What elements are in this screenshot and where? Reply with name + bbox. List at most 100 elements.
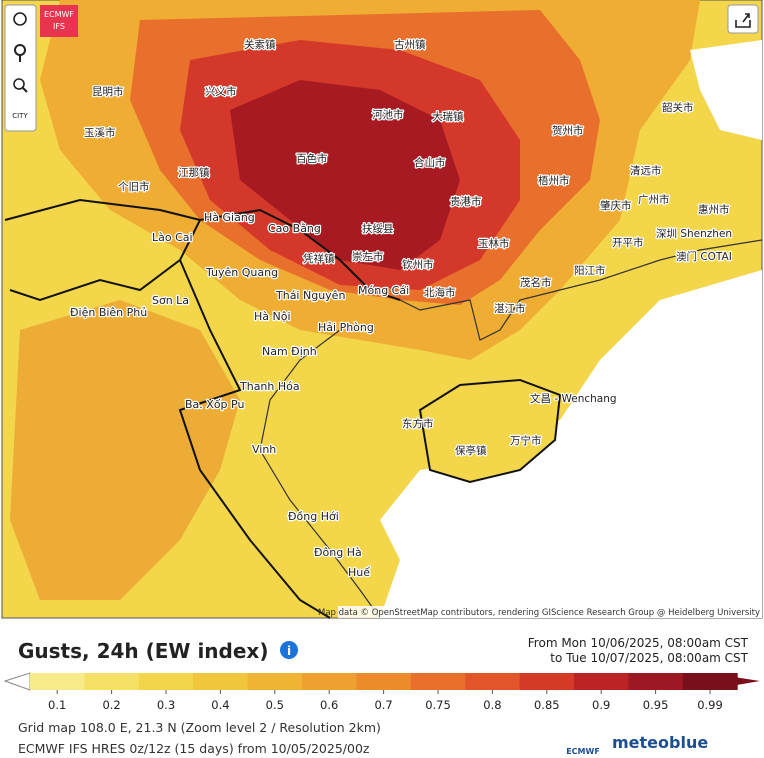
blank-area: [690, 40, 762, 140]
colorbar-segment: [410, 673, 466, 690]
place-label: 深圳 Shenzhen: [656, 228, 732, 240]
place-label: 玉溪市: [84, 126, 116, 139]
place-label: 清远市: [630, 164, 662, 177]
colorbar-segment: [193, 673, 249, 690]
place-label: 北海市: [424, 286, 456, 299]
borders: [4, 198, 401, 619]
colorbar-segment: [247, 673, 303, 690]
place-label: 玉林市: [478, 237, 510, 250]
place-label: Hà Nội: [254, 310, 291, 323]
info-icon: i: [287, 644, 291, 658]
place-label: Đồng Hới: [288, 510, 339, 523]
place-label: Điện Biên Phủ: [70, 306, 147, 319]
city-button[interactable]: CITY: [12, 112, 28, 120]
place-label: Thái Nguyên: [275, 289, 345, 302]
colorbar-tick-label: 0.6: [320, 698, 338, 712]
place-label: Vinh: [252, 443, 276, 456]
place-label: 广州市: [638, 193, 670, 206]
place-label: 江那镇: [178, 166, 210, 179]
place-label: Đông Hà: [314, 546, 362, 559]
place-label: 百色市: [296, 152, 328, 165]
place-label: 昆明市: [92, 85, 124, 98]
place-label: Móng Cái: [358, 284, 409, 297]
place-label: 东方市: [402, 417, 434, 430]
place-label: Tuyên Quang: [205, 266, 278, 279]
colorbar-tick-label: 0.1: [48, 698, 66, 712]
place-label: Huế: [348, 566, 370, 579]
place-label: 茂名市: [520, 276, 552, 289]
toolbar-bg: [4, 4, 37, 132]
ecmwf-logo: ECMWF: [566, 747, 600, 756]
colorbar-segment: [519, 673, 575, 690]
colorbar-segment: [465, 673, 521, 690]
colorbar-tick-label: 0.8: [483, 698, 501, 712]
place-label: 惠州市: [698, 203, 730, 216]
colorbar-tick-label: 0.5: [266, 698, 284, 712]
brand-logo: meteoblue: [612, 733, 708, 752]
attribution: Map data © OpenStreetMap contributors, r…: [318, 608, 760, 618]
place-label: 贺州市: [552, 124, 584, 137]
place-label: Ba. Xốp Pu: [185, 398, 244, 411]
colorbar-tick-label: 0.75: [425, 698, 451, 712]
place-label: 贵港市: [450, 195, 482, 208]
legend-title: Gusts, 24h (EW index): [18, 639, 268, 663]
period-from: From Mon 10/06/2025, 08:00am CST: [528, 636, 749, 650]
place-label: 阳江市: [574, 264, 606, 277]
badge-line: ECMWF: [44, 10, 74, 19]
place-label: 大瑞镇: [432, 110, 464, 123]
place-label: Thanh Hóa: [239, 380, 300, 393]
place-label: 钦州市: [402, 258, 434, 271]
place-label: 文昌 - Wenchang: [530, 392, 617, 405]
place-label: 古州镇: [394, 38, 426, 51]
colorbar-segment: [628, 673, 684, 690]
place-label: Lào Cai: [152, 231, 193, 244]
place-label: 万宁市: [510, 434, 542, 447]
zoom-button[interactable]: [13, 78, 25, 90]
share-icon: [735, 13, 751, 28]
place-label: Hải Phòng: [318, 321, 374, 334]
period-to: to Tue 10/07/2025, 08:00am CST: [550, 651, 748, 665]
dark-red-zone: [230, 80, 460, 270]
place-label: 澳门 COTAI: [676, 250, 732, 263]
colorbar-tick-label: 0.99: [697, 698, 723, 712]
place-label: 开平市: [612, 236, 644, 249]
place-label: 崇左市: [352, 250, 384, 263]
orange-zone-south: [10, 300, 240, 600]
place-label: 凭祥镇: [303, 252, 335, 265]
place-label: 合山市: [414, 156, 446, 169]
refresh-button[interactable]: [13, 12, 27, 26]
attribution-bg: [338, 606, 762, 618]
place-label: 湛江市: [494, 302, 526, 315]
colorbar: [3, 672, 760, 691]
coastline: [259, 239, 763, 619]
zoom-icon: [22, 87, 28, 93]
colorbar-segment: [356, 673, 412, 690]
colorbar-tick-label: 0.9: [592, 698, 610, 712]
place-label: 河池市: [372, 108, 404, 121]
badge-line: IFS: [53, 22, 65, 31]
sea: [380, 270, 762, 618]
info-button[interactable]: [280, 641, 298, 659]
place-label: 肇庆市: [600, 199, 632, 212]
colorbar-segment: [682, 673, 738, 690]
place-label: 扶绥县: [362, 222, 394, 235]
colorbar-tick-label: 0.3: [157, 698, 175, 712]
place-label: 梧州市: [538, 174, 570, 187]
colorbar-segment: [30, 673, 85, 690]
footer-grid: Grid map 108.0 E, 21.3 N (Zoom level 2 /…: [18, 720, 381, 735]
colorbar-segment: [138, 673, 194, 690]
place-label: Hà Giang: [204, 211, 255, 224]
hainan-island: [418, 378, 562, 484]
colorbar-tick-label: 0.85: [534, 698, 560, 712]
colorbar-segment: [302, 673, 357, 690]
colorbar-segment: [574, 673, 629, 690]
toolbar: CITY ECMWF IFS: [4, 4, 759, 132]
place-label: Sơn La: [152, 294, 189, 307]
share-button[interactable]: [727, 4, 759, 34]
place-label: 保亭镇: [455, 444, 487, 457]
place-label: Cao Bằng: [268, 222, 321, 235]
colorbar-segment: [84, 673, 140, 690]
place-label: 个旧市: [118, 180, 150, 193]
